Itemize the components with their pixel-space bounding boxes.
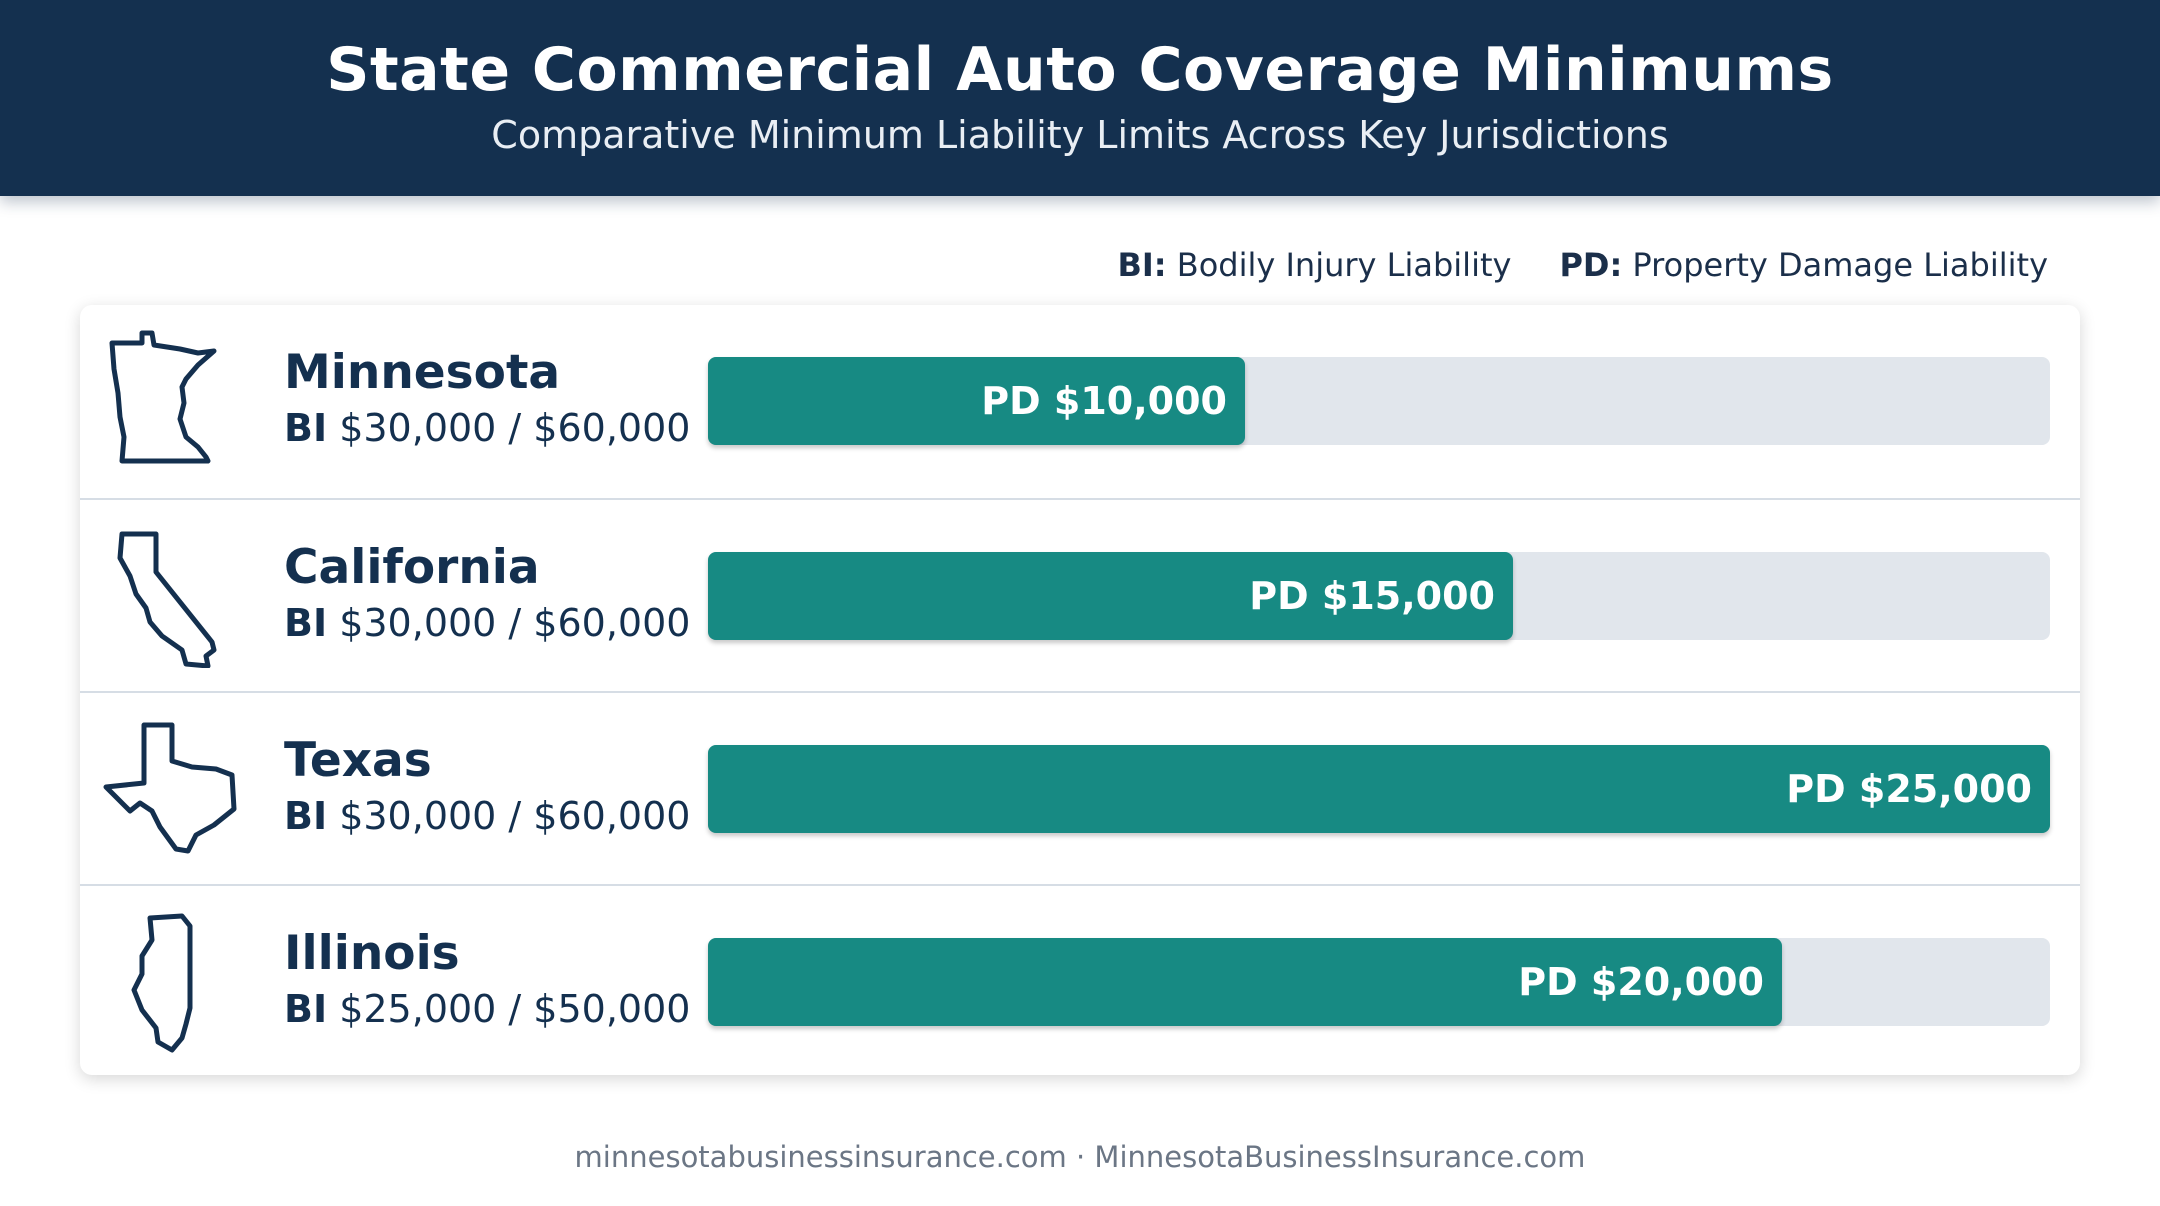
bi-limit: BI $30,000 / $60,000 [284, 793, 690, 839]
pd-bar-label: PD $10,000 [981, 379, 1227, 423]
pd-bar-label: PD $20,000 [1518, 960, 1764, 1004]
state-row-california: California BI $30,000 / $60,000 PD $15,0… [80, 498, 2080, 693]
legend-bi-key: BI: [1117, 246, 1167, 284]
legend-item-bi: BI: Bodily Injury Liability [1117, 246, 1511, 284]
state-name: Illinois [284, 926, 460, 981]
bi-value: $30,000 / $60,000 [339, 406, 691, 450]
chart-card: Minnesota BI $30,000 / $60,000 PD $10,00… [80, 305, 2080, 1075]
state-row-texas: Texas BI $30,000 / $60,000 PD $25,000 [80, 691, 2080, 886]
bi-tag: BI [284, 987, 328, 1031]
legend-pd-text: Property Damage Liability [1632, 246, 2048, 284]
state-name: California [284, 540, 540, 595]
bi-tag: BI [284, 601, 328, 645]
texas-icon [103, 722, 237, 854]
bar-track: PD $10,000 [708, 357, 2050, 445]
state-name: Texas [284, 733, 432, 788]
pd-bar-label: PD $15,000 [1249, 574, 1495, 618]
state-row-minnesota: Minnesota BI $30,000 / $60,000 PD $10,00… [80, 305, 2080, 498]
pd-bar-label: PD $25,000 [1786, 767, 2032, 811]
bi-value: $30,000 / $60,000 [339, 601, 691, 645]
illinois-icon [131, 913, 193, 1053]
california-icon [117, 531, 217, 668]
bar-track: PD $25,000 [708, 745, 2050, 833]
pd-bar: PD $25,000 [708, 745, 2050, 833]
minnesota-icon [109, 330, 217, 464]
header-banner: State Commercial Auto Coverage Minimums … [0, 0, 2160, 196]
bi-limit: BI $30,000 / $60,000 [284, 405, 690, 451]
state-row-illinois: Illinois BI $25,000 / $50,000 PD $20,000 [80, 884, 2080, 1075]
pd-bar: PD $10,000 [708, 357, 1245, 445]
legend-bi-text: Bodily Injury Liability [1176, 246, 1512, 284]
legend-item-pd: PD: Property Damage Liability [1559, 246, 2048, 284]
bi-value: $30,000 / $60,000 [339, 794, 691, 838]
bar-track: PD $15,000 [708, 552, 2050, 640]
state-name: Minnesota [284, 345, 561, 400]
chart-subtitle: Comparative Minimum Liability Limits Acr… [491, 113, 1669, 157]
bi-limit: BI $30,000 / $60,000 [284, 600, 690, 646]
legend: BI: Bodily Injury Liability PD: Property… [1117, 240, 2048, 290]
legend-pd-key: PD: [1559, 246, 1623, 284]
bar-track: PD $20,000 [708, 938, 2050, 1026]
chart-title: State Commercial Auto Coverage Minimums [326, 35, 1834, 105]
pd-bar: PD $15,000 [708, 552, 1513, 640]
bi-tag: BI [284, 406, 328, 450]
footer-source: minnesotabusinessinsurance.com · Minneso… [574, 1140, 1586, 1174]
bi-tag: BI [284, 794, 328, 838]
pd-bar: PD $20,000 [708, 938, 1782, 1026]
bi-value: $25,000 / $50,000 [339, 987, 691, 1031]
bi-limit: BI $25,000 / $50,000 [284, 986, 690, 1032]
